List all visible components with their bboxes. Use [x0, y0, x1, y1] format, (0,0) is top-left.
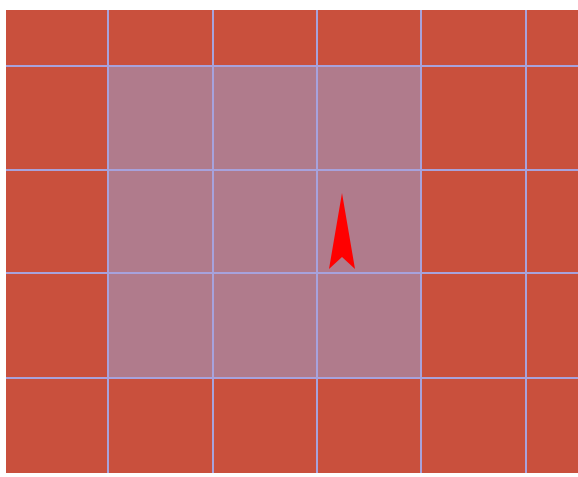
- grid-line-vertical: [316, 10, 318, 473]
- movement-range-highlight: [108, 66, 421, 378]
- board-cell-r4-c1[interactable]: [108, 378, 213, 473]
- grid-line-horizontal: [6, 272, 578, 274]
- board-cell-r3-c0[interactable]: [6, 273, 108, 378]
- board-cell-r1-c4[interactable]: [421, 66, 526, 170]
- board-cell-r0-c3[interactable]: [317, 10, 421, 66]
- grid-line-vertical: [525, 10, 527, 473]
- grid-line-vertical: [107, 10, 109, 473]
- board-cell-r0-c2[interactable]: [213, 10, 317, 66]
- board-cell-r1-c0[interactable]: [6, 66, 108, 170]
- grid-line-horizontal: [6, 65, 578, 67]
- board-cell-r4-c5[interactable]: [526, 378, 578, 473]
- arrow-up-icon[interactable]: [328, 192, 356, 269]
- board-cell-r1-c5[interactable]: [526, 66, 578, 170]
- game-board[interactable]: [6, 10, 578, 473]
- board-cell-r2-c0[interactable]: [6, 170, 108, 273]
- board-cell-r4-c3[interactable]: [317, 378, 421, 473]
- board-cell-r4-c0[interactable]: [6, 378, 108, 473]
- grid-line-vertical: [212, 10, 214, 473]
- board-cell-r0-c4[interactable]: [421, 10, 526, 66]
- board-cell-r0-c1[interactable]: [108, 10, 213, 66]
- board-cell-r3-c4[interactable]: [421, 273, 526, 378]
- board-cell-r4-c4[interactable]: [421, 378, 526, 473]
- board-cell-r3-c5[interactable]: [526, 273, 578, 378]
- board-cell-r0-c5[interactable]: [526, 10, 578, 66]
- board-cell-r2-c4[interactable]: [421, 170, 526, 273]
- board-cell-r0-c0[interactable]: [6, 10, 108, 66]
- grid-line-horizontal: [6, 377, 578, 379]
- board-cell-r4-c2[interactable]: [213, 378, 317, 473]
- grid-line-horizontal: [6, 169, 578, 171]
- board-cell-r2-c5[interactable]: [526, 170, 578, 273]
- grid-line-vertical: [420, 10, 422, 473]
